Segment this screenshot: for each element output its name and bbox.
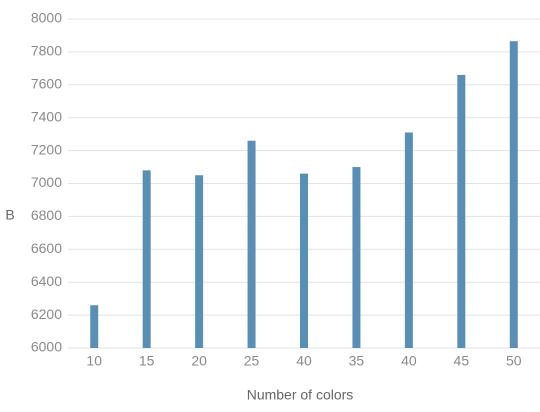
y-tick-label: 7600 [31, 76, 62, 92]
y-tick-label: 7200 [31, 141, 62, 157]
x-tick-label: 40 [296, 353, 312, 369]
y-tick-label: 8000 [31, 10, 62, 26]
x-tick-label: 40 [401, 353, 417, 369]
bar [404, 132, 413, 348]
y-tick-label: 6800 [31, 207, 62, 223]
x-tick-label: 25 [244, 353, 260, 369]
x-tick-label: 50 [506, 353, 522, 369]
bar [352, 167, 361, 348]
x-tick-label: 45 [454, 353, 470, 369]
y-tick-label: 6200 [31, 306, 62, 322]
x-tick-label: 35 [349, 353, 365, 369]
y-tick-label: 6400 [31, 273, 62, 289]
y-tick-label: 6000 [31, 339, 62, 355]
bar [457, 74, 466, 349]
y-axis-title: B [5, 207, 14, 223]
y-tick-label: 7400 [31, 108, 62, 124]
y-tick-label: 7800 [31, 43, 62, 59]
bar [300, 173, 308, 348]
x-tick-label: 20 [191, 353, 207, 369]
y-tick-label: 6600 [31, 240, 62, 256]
bar [247, 140, 256, 348]
x-tick-label: 15 [139, 353, 155, 369]
bar [90, 305, 99, 348]
x-axis-title: Number of colors [247, 387, 354, 403]
bar [509, 41, 518, 349]
bar [142, 170, 151, 348]
y-tick-label: 7000 [31, 174, 62, 190]
x-tick-label: 10 [86, 353, 102, 369]
bar [195, 175, 204, 348]
